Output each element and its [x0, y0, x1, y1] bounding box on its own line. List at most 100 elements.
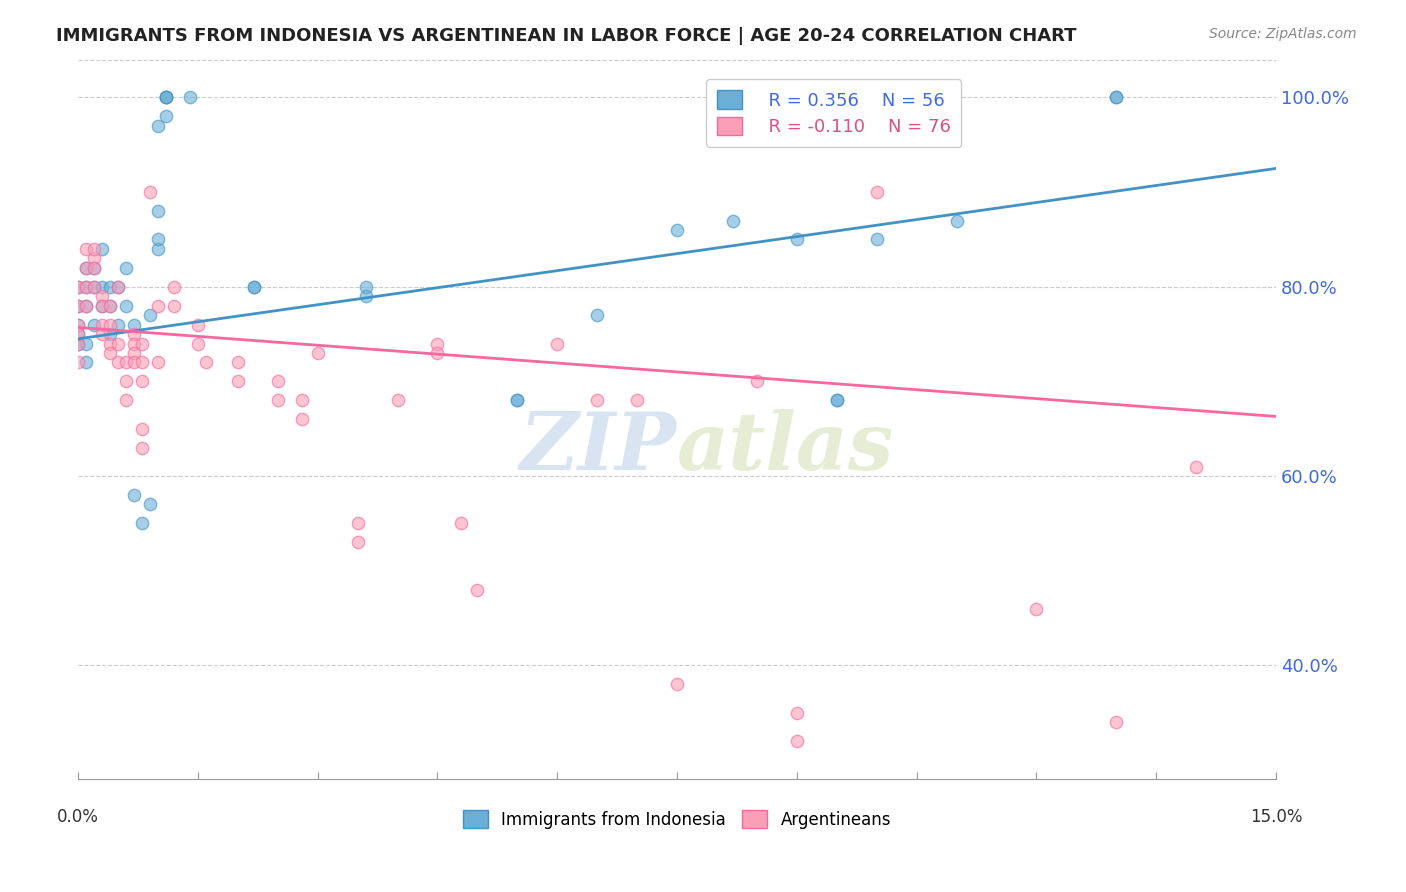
Point [98, 346, 121, 360]
Point [91, 289, 114, 303]
Point [267, 375, 290, 389]
Point [75, 279, 97, 293]
Point [426, 346, 449, 360]
Point [75, 299, 97, 313]
Point [131, 336, 153, 351]
Point [354, 279, 377, 293]
Point [115, 375, 138, 389]
Point [786, 706, 808, 720]
Point [131, 355, 153, 369]
Point [786, 232, 808, 246]
Point [163, 299, 186, 313]
Point [91, 327, 114, 342]
Text: ZIP: ZIP [520, 409, 678, 487]
Point [131, 441, 153, 455]
Point [179, 90, 201, 104]
Point [98, 299, 121, 313]
Point [75, 299, 97, 313]
Point [91, 318, 114, 332]
Point [450, 516, 472, 531]
Point [139, 498, 162, 512]
Text: 15.0%: 15.0% [1250, 807, 1302, 826]
Point [83, 242, 105, 256]
Point [666, 223, 689, 237]
Point [67, 318, 90, 332]
Point [786, 734, 808, 748]
Point [1105, 90, 1128, 104]
Point [387, 393, 409, 408]
Point [346, 535, 368, 549]
Point [67, 279, 90, 293]
Point [586, 308, 609, 322]
Point [187, 336, 209, 351]
Point [115, 260, 138, 275]
Point [107, 279, 129, 293]
Point [267, 393, 290, 408]
Text: Source: ZipAtlas.com: Source: ZipAtlas.com [1209, 27, 1357, 41]
Text: IMMIGRANTS FROM INDONESIA VS ARGENTINEAN IN LABOR FORCE | AGE 20-24 CORRELATION : IMMIGRANTS FROM INDONESIA VS ARGENTINEAN… [56, 27, 1077, 45]
Point [243, 279, 266, 293]
Point [75, 260, 97, 275]
Point [122, 318, 145, 332]
Point [67, 279, 90, 293]
Point [115, 355, 138, 369]
Point [98, 327, 121, 342]
Point [426, 336, 449, 351]
Point [67, 336, 90, 351]
Point [243, 279, 266, 293]
Point [155, 109, 177, 123]
Point [626, 393, 648, 408]
Text: atlas: atlas [678, 409, 894, 487]
Point [75, 242, 97, 256]
Point [67, 318, 90, 332]
Point [107, 336, 129, 351]
Point [75, 279, 97, 293]
Point [91, 242, 114, 256]
Point [291, 393, 314, 408]
Text: 0.0%: 0.0% [58, 807, 98, 826]
Point [83, 260, 105, 275]
Point [67, 355, 90, 369]
Point [107, 355, 129, 369]
Point [506, 393, 529, 408]
Point [67, 327, 90, 342]
Point [1105, 90, 1128, 104]
Point [945, 213, 967, 227]
Point [91, 279, 114, 293]
Point [139, 185, 162, 199]
Point [122, 327, 145, 342]
Point [131, 375, 153, 389]
Point [291, 412, 314, 426]
Point [745, 375, 768, 389]
Point [67, 336, 90, 351]
Point [98, 336, 121, 351]
Point [122, 346, 145, 360]
Point [98, 279, 121, 293]
Point [155, 90, 177, 104]
Point [666, 677, 689, 691]
Point [825, 393, 848, 408]
Point [866, 232, 889, 246]
Point [506, 393, 529, 408]
Point [586, 393, 609, 408]
Point [83, 279, 105, 293]
Point [721, 213, 744, 227]
Point [98, 299, 121, 313]
Point [226, 355, 249, 369]
Point [122, 355, 145, 369]
Point [467, 582, 489, 597]
Point [115, 299, 138, 313]
Point [307, 346, 329, 360]
Point [146, 299, 169, 313]
Point [155, 90, 177, 104]
Point [98, 318, 121, 332]
Point [1185, 459, 1208, 474]
Point [187, 318, 209, 332]
Point [122, 488, 145, 502]
Point [122, 336, 145, 351]
Point [75, 355, 97, 369]
Point [1025, 601, 1047, 615]
Point [67, 299, 90, 313]
Point [546, 336, 568, 351]
Point [75, 260, 97, 275]
